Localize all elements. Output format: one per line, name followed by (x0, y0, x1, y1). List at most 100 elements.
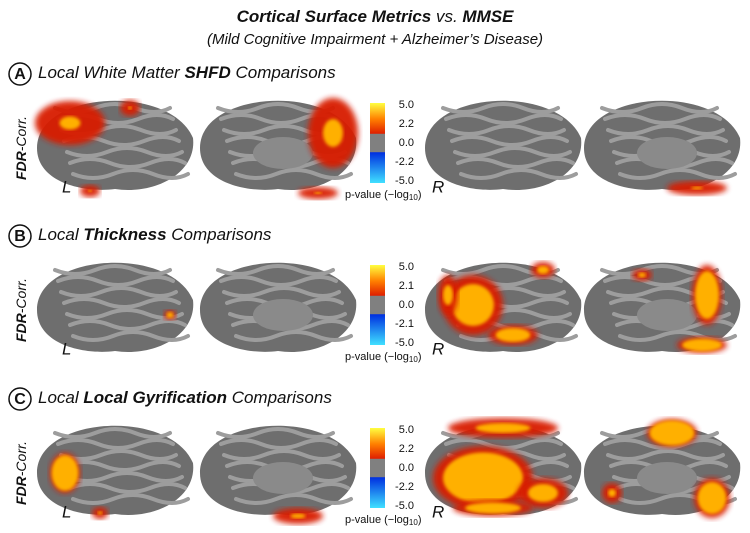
activation-core (443, 452, 523, 504)
activation-core (528, 484, 558, 502)
gyrus (71, 330, 190, 342)
side-label: FDR-Corr. (13, 116, 29, 180)
panel-letter-circle (8, 224, 32, 248)
hemisphere-right: R (432, 177, 444, 196)
brain (425, 100, 582, 190)
medial-wall (253, 137, 313, 169)
side-label: FDR-Corr. (13, 441, 29, 505)
colorbar-tick-label: 5.0 (399, 99, 414, 111)
hemisphere-left: L (62, 502, 71, 521)
gyrus (65, 471, 184, 483)
side-label-part: FDR (13, 475, 29, 505)
gyrus (53, 427, 172, 439)
colorbar-tick-label: -2.2 (395, 481, 414, 493)
gyrus (444, 438, 563, 450)
gyrus (606, 124, 725, 136)
colorbar-tick-label: 0.0 (399, 137, 414, 149)
colorbar-tick-label: 2.2 (399, 443, 414, 455)
brain (584, 419, 741, 518)
panel: B Local Thickness Comparisons FDR-Corr. L R 5… (8, 224, 741, 364)
panel-letter: A (14, 66, 26, 83)
gyrus (603, 438, 722, 450)
gyrus (62, 297, 181, 309)
gyrus (216, 427, 335, 439)
gyrus (219, 275, 338, 287)
gyrus (216, 264, 335, 276)
colorbar-tick-label: -5.0 (395, 175, 414, 187)
side-label-part: -Corr. (13, 441, 29, 476)
caption-part: 10 (409, 355, 418, 364)
heading-part: Thickness (83, 225, 166, 244)
heading-part: Comparisons (231, 63, 336, 82)
colorbar-tick-label: -2.2 (395, 156, 414, 168)
gyrus (459, 168, 578, 180)
colorbar-tick-label: 2.2 (399, 118, 414, 130)
hemisphere-right: R (432, 339, 444, 358)
heading-part: Comparisons (227, 388, 332, 407)
activation-core (608, 489, 616, 497)
gyrus (71, 168, 190, 180)
activation-core (452, 284, 494, 326)
panel: A Local White Matter SHFD ComparisonsFDR-… (8, 62, 741, 202)
gyrus (606, 449, 725, 461)
gyrus (444, 113, 563, 125)
medial-wall (637, 299, 697, 331)
gyrus (603, 113, 722, 125)
brain (584, 100, 741, 195)
activation-core (290, 513, 306, 519)
activation-core (59, 116, 81, 130)
colorbar-tick-label: 5.0 (399, 424, 414, 436)
activation-core (166, 312, 174, 318)
gyrus (234, 330, 353, 342)
hemisphere-left: L (62, 177, 71, 196)
panel-letter: C (14, 391, 26, 408)
title-part: MMSE (462, 7, 514, 26)
caption-part: ) (418, 351, 422, 363)
gyrus (447, 124, 566, 136)
activation-core (697, 482, 727, 514)
activation-core (537, 266, 549, 274)
medial-wall (253, 462, 313, 494)
medial-wall (637, 137, 697, 169)
side-label: FDR-Corr. (13, 278, 29, 342)
medial-wall (253, 299, 313, 331)
gyrus (222, 286, 341, 298)
gyrus (56, 438, 175, 450)
activation-core (314, 191, 322, 195)
heading-part: Local (38, 388, 83, 407)
gyrus (222, 449, 341, 461)
colorbar-caption: p-value (−log10) (345, 189, 421, 202)
activation-core (97, 511, 103, 515)
activation-core (649, 420, 695, 446)
colorbar (370, 265, 385, 345)
gyrus (450, 135, 569, 147)
brain (425, 418, 582, 516)
medial-wall (637, 462, 697, 494)
heading-part: Local (38, 225, 83, 244)
activation-core (51, 455, 79, 491)
colorbar-tick-label: 0.0 (399, 299, 414, 311)
panel-letter: B (14, 228, 26, 245)
panel-letter-circle (8, 62, 32, 86)
gyrus (59, 286, 178, 298)
colorbar (370, 428, 385, 508)
caption-part: 10 (409, 193, 418, 202)
brain (37, 262, 194, 352)
subtitle: (Mild Cognitive Impairment + Alzheimer’s… (207, 31, 543, 48)
caption-part: p-value (−log (345, 351, 409, 363)
brain (200, 425, 357, 524)
title: Cortical Surface Metrics vs. MMSE (237, 7, 514, 26)
activation-core (695, 271, 719, 319)
gyrus (71, 493, 190, 505)
gyrus (456, 157, 575, 169)
brain (35, 100, 194, 197)
activation-core (88, 189, 92, 193)
brain (200, 262, 357, 352)
activation-core (691, 186, 703, 190)
gyrus (68, 157, 187, 169)
side-label-part: -Corr. (13, 116, 29, 151)
colorbar (370, 103, 385, 183)
title-part: Cortical Surface Metrics (237, 7, 432, 26)
colorbar-tick-label: 0.0 (399, 462, 414, 474)
